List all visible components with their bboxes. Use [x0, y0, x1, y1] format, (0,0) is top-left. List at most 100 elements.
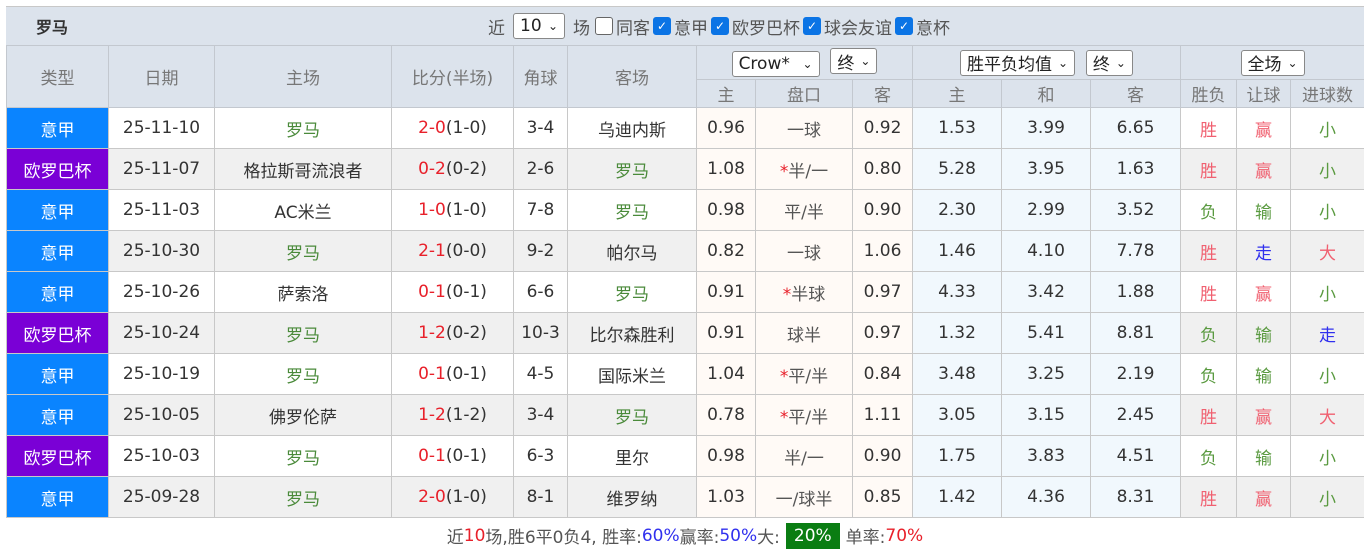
- table-row[interactable]: 欧罗巴杯 25-10-24 罗马 1-2(0-2) 10-3 比尔森胜利 0.9…: [7, 313, 1364, 354]
- handicap-stage-select[interactable]: 终⌄: [830, 48, 877, 74]
- recent-matches-panel: 罗马 近 10⌄ 场 同客✓意甲✓欧罗巴杯✓球会友谊✓意杯 类型 日期 主场 比…: [6, 6, 1364, 553]
- match-type: 意甲: [7, 108, 109, 149]
- home-team[interactable]: 萨索洛: [215, 272, 392, 313]
- checkbox-3[interactable]: ✓: [803, 17, 821, 35]
- option-label: 欧罗巴杯: [732, 14, 800, 39]
- draw-odds: 3.95: [1002, 149, 1091, 190]
- draw-odds: 4.36: [1002, 477, 1091, 518]
- match-type: 意甲: [7, 477, 109, 518]
- league-options: 同客✓意甲✓欧罗巴杯✓球会友谊✓意杯: [592, 14, 950, 39]
- match-count-select[interactable]: 10⌄: [513, 13, 565, 39]
- corner: 9-2: [514, 231, 568, 272]
- away-team[interactable]: 国际米兰: [568, 354, 697, 395]
- corner: 3-4: [514, 395, 568, 436]
- home-team[interactable]: 罗马: [215, 477, 392, 518]
- company-select[interactable]: Crow*⌄: [732, 51, 820, 77]
- col-date: 日期: [109, 46, 215, 108]
- half-score: (0-2): [446, 323, 487, 343]
- table-row[interactable]: 欧罗巴杯 25-11-07 格拉斯哥流浪者 0-2(0-2) 2-6 罗马 1.…: [7, 149, 1364, 190]
- table-row[interactable]: 意甲 25-10-26 萨索洛 0-1(0-1) 6-6 罗马 0.91 *半球…: [7, 272, 1364, 313]
- away-team[interactable]: 罗马: [568, 149, 697, 190]
- score-cell: 2-0(1-0): [392, 108, 514, 149]
- table-row[interactable]: 意甲 25-09-28 罗马 2-0(1-0) 8-1 维罗纳 1.03 一/球…: [7, 477, 1364, 518]
- away-win-odds: 7.78: [1091, 231, 1181, 272]
- handicap-line: *半/一: [756, 149, 853, 190]
- table-row[interactable]: 意甲 25-11-03 AC米兰 1-0(1-0) 7-8 罗马 0.98 平/…: [7, 190, 1364, 231]
- title-bar: 罗马 近 10⌄ 场 同客✓意甲✓欧罗巴杯✓球会友谊✓意杯: [6, 6, 1364, 45]
- checkbox-4[interactable]: ✓: [895, 17, 913, 35]
- match-type: 意甲: [7, 190, 109, 231]
- checkbox-2[interactable]: ✓: [711, 17, 729, 35]
- match-date: 25-10-03: [109, 436, 215, 477]
- half-score: (0-1): [446, 282, 487, 302]
- away-team[interactable]: 罗马: [568, 272, 697, 313]
- match-date: 25-10-05: [109, 395, 215, 436]
- away-team[interactable]: 乌迪内斯: [568, 108, 697, 149]
- away-water: 0.90: [853, 436, 913, 477]
- home-team[interactable]: 格拉斯哥流浪者: [215, 149, 392, 190]
- table-row[interactable]: 意甲 25-11-10 罗马 2-0(1-0) 3-4 乌迪内斯 0.96 一球…: [7, 108, 1364, 149]
- table-row[interactable]: 意甲 25-10-19 罗马 0-1(0-1) 4-5 国际米兰 1.04 *平…: [7, 354, 1364, 395]
- match-type: 欧罗巴杯: [7, 149, 109, 190]
- result: 胜: [1181, 272, 1237, 313]
- match-type: 意甲: [7, 354, 109, 395]
- draw-odds: 4.10: [1002, 231, 1091, 272]
- table-row[interactable]: 意甲 25-10-05 佛罗伦萨 1-2(1-2) 3-4 罗马 0.78 *平…: [7, 395, 1364, 436]
- home-team[interactable]: 罗马: [215, 436, 392, 477]
- score-cell: 2-1(0-0): [392, 231, 514, 272]
- home-win-odds: 1.32: [913, 313, 1002, 354]
- home-team[interactable]: 罗马: [215, 231, 392, 272]
- corner: 8-1: [514, 477, 568, 518]
- table-row[interactable]: 意甲 25-10-30 罗马 2-1(0-0) 9-2 帕尔马 0.82 一球 …: [7, 231, 1364, 272]
- away-team[interactable]: 比尔森胜利: [568, 313, 697, 354]
- home-water: 1.04: [697, 354, 756, 395]
- away-team[interactable]: 帕尔马: [568, 231, 697, 272]
- handicap-line: *半球: [756, 272, 853, 313]
- scope-select[interactable]: 全场⌄: [1241, 50, 1305, 76]
- score-cell: 0-1(0-1): [392, 354, 514, 395]
- home-team[interactable]: 佛罗伦萨: [215, 395, 392, 436]
- odds-stage-select[interactable]: 终⌄: [1086, 50, 1133, 76]
- result: 负: [1181, 354, 1237, 395]
- full-score: 0-2: [418, 159, 446, 179]
- checkbox-0[interactable]: [595, 17, 613, 35]
- away-win-odds: 1.63: [1091, 149, 1181, 190]
- home-team[interactable]: 罗马: [215, 108, 392, 149]
- away-team[interactable]: 维罗纳: [568, 477, 697, 518]
- home-win-odds: 1.46: [913, 231, 1002, 272]
- home-team[interactable]: 罗马: [215, 354, 392, 395]
- draw-odds: 5.41: [1002, 313, 1091, 354]
- corner: 3-4: [514, 108, 568, 149]
- away-win-odds: 2.19: [1091, 354, 1181, 395]
- handicap-line: 一球: [756, 108, 853, 149]
- away-water: 1.11: [853, 395, 913, 436]
- home-team[interactable]: AC米兰: [215, 190, 392, 231]
- away-win-odds: 1.88: [1091, 272, 1181, 313]
- result: 胜: [1181, 231, 1237, 272]
- handicap-result: 赢: [1237, 149, 1291, 190]
- star-mark: *: [783, 285, 792, 305]
- corner: 10-3: [514, 313, 568, 354]
- half-score: (0-1): [446, 364, 487, 384]
- result: 负: [1181, 313, 1237, 354]
- goals-result: 小: [1291, 190, 1364, 231]
- subcol-1: 盘口: [756, 80, 853, 108]
- away-water: 0.97: [853, 272, 913, 313]
- home-water: 0.78: [697, 395, 756, 436]
- away-team[interactable]: 罗马: [568, 190, 697, 231]
- checkbox-1[interactable]: ✓: [653, 17, 671, 35]
- summary-text: 单率:: [846, 523, 886, 548]
- half-score: (1-2): [446, 405, 487, 425]
- handicap-result: 输: [1237, 354, 1291, 395]
- away-team[interactable]: 里尔: [568, 436, 697, 477]
- home-team[interactable]: 罗马: [215, 313, 392, 354]
- subcol-5: 客: [1091, 80, 1181, 108]
- avg-select[interactable]: 胜平负均值⌄: [960, 50, 1075, 76]
- handicap-line: 一球: [756, 231, 853, 272]
- table-row[interactable]: 欧罗巴杯 25-10-03 罗马 0-1(0-1) 6-3 里尔 0.98 半/…: [7, 436, 1364, 477]
- home-water: 0.98: [697, 436, 756, 477]
- away-team[interactable]: 罗马: [568, 395, 697, 436]
- col-home: 主场: [215, 46, 392, 108]
- score-cell: 2-0(1-0): [392, 477, 514, 518]
